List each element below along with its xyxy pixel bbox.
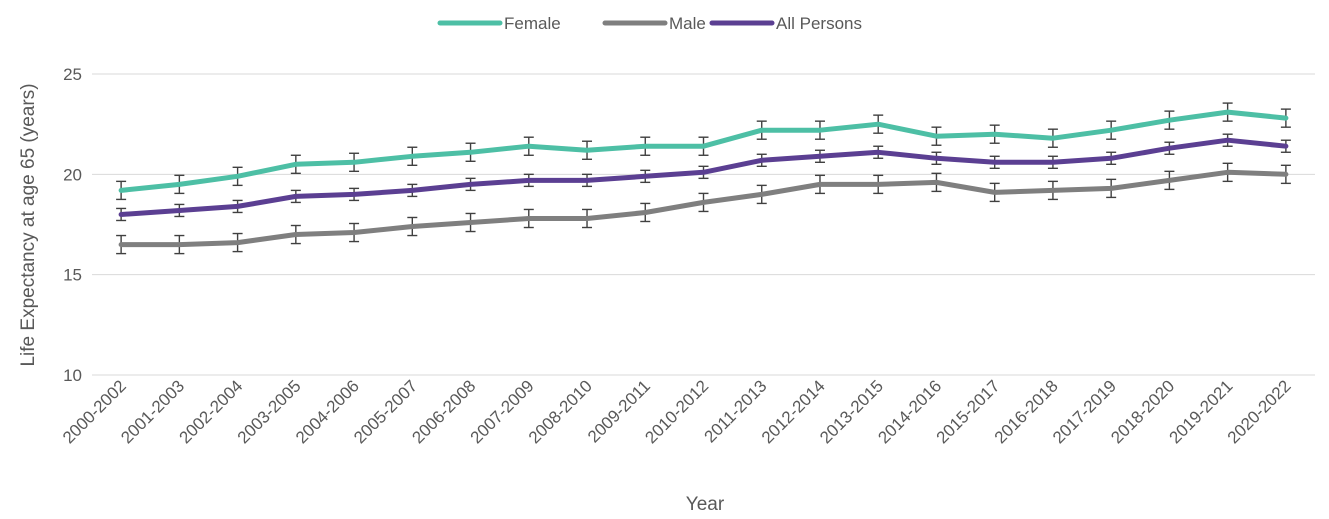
gridlines bbox=[92, 73, 1315, 376]
legend-item-female: Female bbox=[437, 14, 561, 33]
y-axis-title: Life Expectancy at age 65 (years) bbox=[18, 83, 39, 366]
x-axis-ticks: 2000-20022001-20032002-20042003-20052004… bbox=[59, 376, 1295, 447]
x-axis-title: Year bbox=[686, 494, 725, 515]
legend-item-male: Male bbox=[602, 14, 706, 33]
y-axis-ticks: 10 15 20 25 bbox=[63, 65, 82, 385]
x-tick-label: 2008-2010 bbox=[525, 376, 596, 447]
series-line-female bbox=[118, 109, 1289, 193]
legend-label: Female bbox=[504, 14, 561, 33]
y-tick-label: 15 bbox=[63, 266, 82, 285]
legend-item-all-persons: All Persons bbox=[709, 14, 862, 33]
legend: Female Male All Persons bbox=[437, 14, 862, 33]
series-lines bbox=[118, 109, 1289, 248]
x-tick-label: 2010-2012 bbox=[641, 376, 712, 447]
legend-label: Male bbox=[669, 14, 706, 33]
y-tick-label: 20 bbox=[63, 165, 82, 184]
x-tick-label: 2020-2022 bbox=[1224, 376, 1295, 447]
series-line-all-persons bbox=[118, 137, 1289, 217]
series-line-male bbox=[118, 169, 1289, 248]
legend-label: All Persons bbox=[776, 14, 862, 33]
error-bars bbox=[116, 102, 1291, 255]
y-tick-label: 25 bbox=[63, 65, 82, 84]
y-tick-label: 10 bbox=[63, 366, 82, 385]
